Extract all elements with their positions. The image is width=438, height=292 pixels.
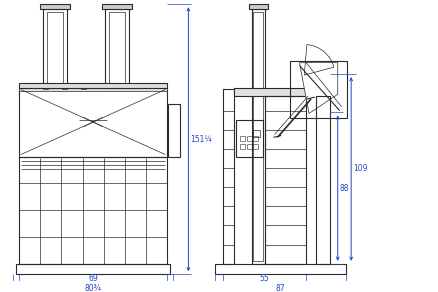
Bar: [236, 120, 262, 157]
Text: 55: 55: [259, 274, 269, 283]
Bar: [168, 104, 179, 157]
Bar: [19, 83, 167, 88]
Bar: [16, 264, 170, 274]
Bar: [40, 4, 70, 9]
Bar: [265, 96, 305, 264]
Bar: [102, 4, 131, 9]
Bar: [43, 9, 67, 88]
Bar: [19, 88, 167, 91]
Text: 69: 69: [88, 274, 98, 283]
Text: 88: 88: [339, 184, 348, 193]
Bar: [223, 89, 234, 264]
Bar: [246, 136, 251, 141]
Bar: [251, 9, 265, 264]
Text: 151¼: 151¼: [190, 135, 212, 144]
Bar: [19, 88, 167, 157]
Bar: [81, 86, 86, 89]
Bar: [315, 96, 329, 264]
Bar: [62, 86, 67, 89]
Bar: [253, 136, 258, 141]
Polygon shape: [299, 63, 337, 113]
Bar: [289, 61, 346, 118]
Bar: [253, 144, 258, 149]
Bar: [240, 136, 244, 141]
Text: 87: 87: [276, 284, 285, 292]
Bar: [109, 12, 125, 85]
Bar: [240, 144, 244, 149]
Bar: [105, 9, 129, 88]
Bar: [234, 88, 310, 96]
Bar: [246, 144, 251, 149]
Text: 109: 109: [352, 164, 367, 173]
Bar: [19, 157, 167, 264]
Bar: [253, 12, 262, 261]
Bar: [253, 130, 260, 137]
Text: 80¾: 80¾: [85, 284, 101, 292]
Bar: [248, 4, 267, 9]
Bar: [43, 86, 47, 89]
Bar: [215, 264, 346, 274]
Bar: [46, 12, 63, 85]
